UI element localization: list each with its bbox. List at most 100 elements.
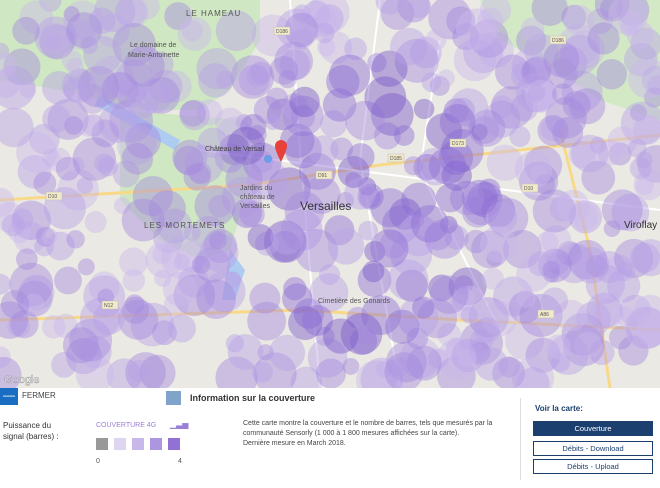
road-badge	[273, 26, 291, 36]
coverage-cell	[76, 177, 94, 194]
coverage-cell	[64, 116, 83, 135]
coverage-cell	[438, 140, 474, 176]
coverage-cell	[127, 82, 147, 102]
close-icon[interactable]: —	[0, 388, 18, 405]
coverage-cell	[23, 293, 45, 315]
coverage-cell	[45, 231, 75, 261]
coverage-cell	[436, 356, 476, 388]
coverage-cell	[587, 8, 613, 35]
coverage-cell	[524, 145, 563, 184]
coverage-cell	[121, 296, 150, 325]
coverage-cell	[288, 305, 323, 341]
coverage-cell	[34, 16, 77, 59]
coverage-cell	[101, 71, 139, 110]
coverage-cell	[29, 123, 60, 155]
coverage-cell	[77, 258, 95, 276]
coverage-cell	[474, 347, 508, 381]
coverage-cell	[167, 314, 196, 343]
coverage-cell	[10, 309, 39, 339]
coverage-cell	[148, 69, 183, 104]
coverage-cell	[474, 317, 501, 344]
coverage-cell	[449, 180, 485, 216]
coverage-cell	[428, 147, 467, 185]
coverage-cell	[596, 59, 628, 90]
coverage-cell	[490, 95, 514, 119]
coverage-cell	[208, 231, 227, 250]
coverage-cell	[586, 292, 623, 329]
coverage-cell	[477, 31, 514, 68]
coverage-cell	[608, 142, 632, 166]
coverage-cell	[445, 338, 470, 363]
coverage-cell	[19, 81, 37, 99]
coverage-cell	[249, 61, 272, 84]
coverage-cell	[61, 49, 83, 71]
coverage-cell	[51, 352, 77, 378]
coverage-cell	[216, 116, 251, 151]
coverage-cell	[606, 269, 641, 303]
coverage-cell	[157, 208, 193, 244]
coverage-cell	[361, 295, 402, 335]
coverage-cell	[181, 20, 203, 42]
coverage-button[interactable]: Couverture	[533, 421, 653, 436]
water	[222, 250, 245, 300]
coverage-cell	[485, 201, 518, 234]
coverage-cell	[142, 76, 180, 114]
road	[0, 133, 660, 202]
coverage-cell	[626, 306, 660, 349]
coverage-cell	[121, 143, 154, 175]
coverage-cell	[235, 114, 253, 131]
coverage-cell	[589, 136, 607, 154]
coverage-cell	[616, 0, 650, 27]
coverage-cell	[251, 14, 294, 57]
coverage-cell	[246, 64, 269, 87]
coverage-cell	[44, 33, 62, 51]
road-badge	[449, 138, 467, 148]
coverage-cell	[346, 306, 369, 329]
coverage-cell	[0, 346, 11, 369]
roads	[0, 129, 660, 388]
coverage-cell	[428, 348, 449, 369]
coverage-cell	[270, 221, 304, 255]
map-pin[interactable]	[275, 140, 287, 162]
coverage-cell	[75, 354, 115, 388]
coverage-cell	[471, 123, 488, 141]
coverage-cell	[619, 294, 652, 327]
coverage-cell	[326, 64, 360, 99]
coverage-cell	[554, 243, 595, 284]
coverage-cell	[302, 0, 331, 28]
coverage-cell	[503, 229, 542, 269]
coverage-cell	[626, 21, 655, 49]
coverage-cell	[179, 99, 210, 131]
coverage-cell	[568, 200, 603, 234]
coverage-cell	[145, 241, 183, 279]
coverage-cell	[55, 156, 80, 181]
download-button[interactable]: Débits - Download	[533, 441, 653, 456]
coverage-cell	[41, 228, 58, 245]
coverage-cell	[0, 273, 11, 295]
coverage-cell	[94, 153, 114, 174]
coverage-cell	[479, 225, 517, 263]
coverage-cell	[532, 189, 577, 233]
coverage-cell	[238, 64, 270, 96]
coverage-cell	[247, 159, 288, 201]
coverage-cell	[461, 179, 498, 216]
coverage-cell	[224, 271, 242, 288]
coverage-cell	[132, 175, 173, 217]
close-button[interactable]: FERMER	[22, 391, 56, 400]
coverage-cell	[247, 224, 274, 251]
coverage-cell	[127, 86, 159, 119]
coverage-cell	[54, 266, 82, 295]
coverage-cell	[225, 334, 245, 353]
coverage-cell	[469, 19, 509, 58]
coverage-cell	[0, 187, 15, 218]
coverage-cell	[446, 6, 476, 36]
coverage-cell	[57, 169, 99, 211]
coverage-cell	[0, 65, 36, 110]
coverage-cell	[79, 335, 112, 369]
coverage-cell	[313, 7, 342, 36]
coverage-cell	[635, 151, 653, 169]
coverage-cell	[179, 100, 206, 127]
coverage-cell	[0, 52, 17, 78]
coverage-cell	[454, 275, 474, 295]
upload-button[interactable]: Débits - Upload	[533, 459, 653, 474]
